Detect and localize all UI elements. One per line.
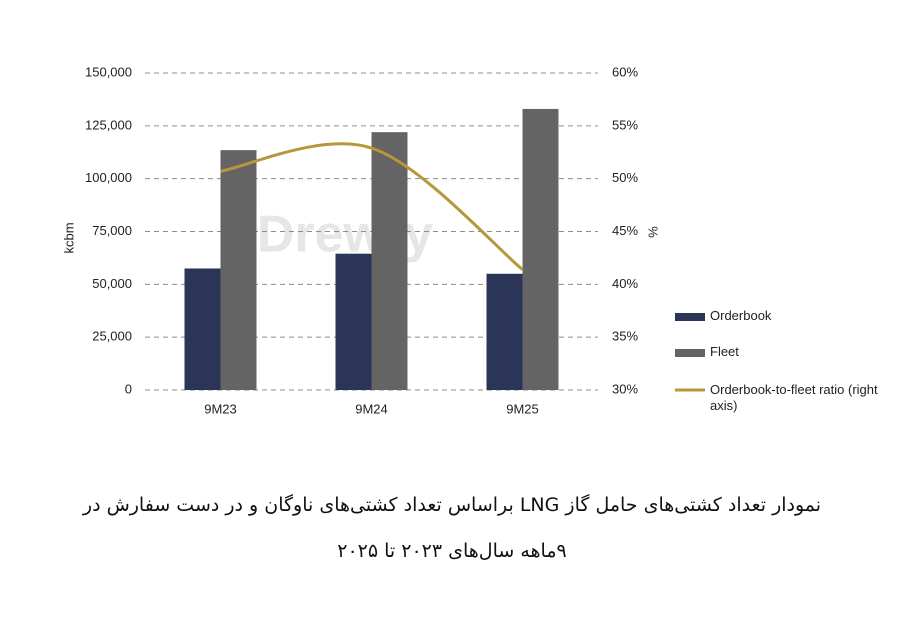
ratio-line xyxy=(220,142,524,271)
bar xyxy=(522,108,559,390)
x-tick-label: 9M25 xyxy=(506,401,539,416)
y-tick-label: 0 xyxy=(125,381,132,396)
y2-tick-label: 60% xyxy=(612,64,638,79)
y-tick-label: 25,000 xyxy=(92,329,132,344)
y2-axis-label: % xyxy=(646,226,661,238)
y-tick-label: 100,000 xyxy=(85,170,132,185)
y-axis-label: kcbm xyxy=(61,222,76,253)
legend-swatch xyxy=(675,313,705,321)
legend-label: Orderbook xyxy=(710,308,772,323)
legend-label: Fleet xyxy=(710,344,739,359)
bar xyxy=(371,132,408,390)
caption: نمودار تعداد کشتی‌های حامل گاز LNG براسا… xyxy=(82,494,822,516)
y2-tick-label: 40% xyxy=(612,276,638,291)
bar xyxy=(184,268,221,390)
legend-swatch xyxy=(675,349,705,357)
y-tick-label: 50,000 xyxy=(92,276,132,291)
y-tick-label: 125,000 xyxy=(85,117,132,132)
legend-label: Orderbook-to-fleet ratio (right axis) xyxy=(710,382,878,413)
y2-tick-label: 45% xyxy=(612,223,638,238)
bar xyxy=(220,150,257,390)
y2-tick-label: 50% xyxy=(612,170,638,185)
y2-tick-label: 35% xyxy=(612,329,638,344)
y-tick-label: 150,000 xyxy=(85,64,132,79)
bar xyxy=(335,253,372,390)
y2-tick-label: 30% xyxy=(612,381,638,396)
caption: ۹ماهه سال‌های ۲۰۲۳ تا ۲۰۲۵ xyxy=(337,540,567,562)
bar xyxy=(486,273,523,390)
y-tick-label: 75,000 xyxy=(92,223,132,238)
x-tick-label: 9M23 xyxy=(204,401,237,416)
y2-tick-label: 55% xyxy=(612,117,638,132)
x-tick-label: 9M24 xyxy=(355,401,388,416)
chart: Drewry kcbm % 025,00050,00075,000100,000… xyxy=(61,64,705,416)
